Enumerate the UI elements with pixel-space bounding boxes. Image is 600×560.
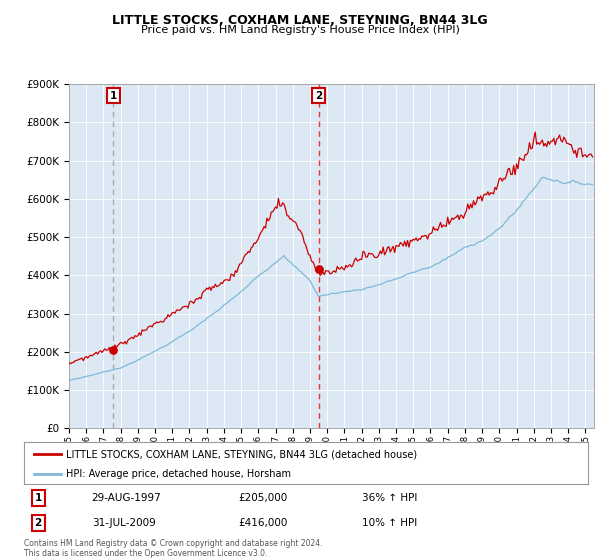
Text: Price paid vs. HM Land Registry's House Price Index (HPI): Price paid vs. HM Land Registry's House … (140, 25, 460, 35)
Text: 2: 2 (315, 91, 322, 101)
Text: Contains HM Land Registry data © Crown copyright and database right 2024.
This d: Contains HM Land Registry data © Crown c… (24, 539, 323, 558)
Point (314, 265, 323, 274)
Point (109, 346, 118, 354)
Text: 31-JUL-2009: 31-JUL-2009 (92, 517, 155, 528)
Text: 1: 1 (110, 91, 117, 101)
Text: 2: 2 (34, 517, 42, 528)
Text: 29-AUG-1997: 29-AUG-1997 (92, 493, 161, 503)
Text: 10% ↑ HPI: 10% ↑ HPI (362, 517, 418, 528)
Text: LITTLE STOCKS, COXHAM LANE, STEYNING, BN44 3LG (detached house): LITTLE STOCKS, COXHAM LANE, STEYNING, BN… (66, 449, 418, 459)
Text: 1: 1 (34, 493, 42, 503)
Text: LITTLE STOCKS, COXHAM LANE, STEYNING, BN44 3LG: LITTLE STOCKS, COXHAM LANE, STEYNING, BN… (112, 14, 488, 27)
Text: £416,000: £416,000 (238, 517, 287, 528)
Text: £205,000: £205,000 (238, 493, 287, 503)
Text: 36% ↑ HPI: 36% ↑ HPI (362, 493, 418, 503)
Text: HPI: Average price, detached house, Horsham: HPI: Average price, detached house, Hors… (66, 469, 292, 479)
